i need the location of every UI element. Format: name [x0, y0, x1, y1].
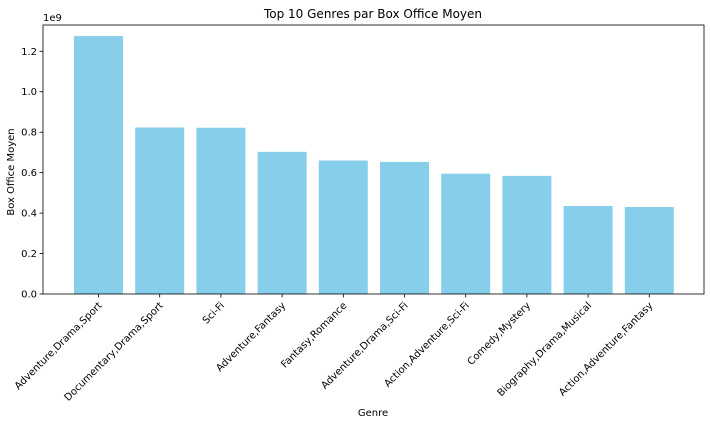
bar: [257, 151, 307, 294]
bar: [380, 161, 429, 294]
bar: [318, 160, 368, 294]
y-ticks-group: 0.0 0.2 0.4 0.6 0.8 1.0 1.2: [21, 47, 43, 301]
bar: [74, 36, 123, 295]
chart-title: Top 10 Genres par Box Office Moyen: [263, 7, 482, 21]
x-axis-label: Genre: [358, 408, 388, 419]
bar: [135, 127, 185, 294]
y-offset-text: 1e9: [43, 13, 62, 24]
x-tick-label: Adventure,Fantasy: [214, 300, 288, 374]
y-tick-label: 1.2: [21, 47, 37, 58]
x-tick-label: Fantasy,Romance: [279, 300, 349, 370]
x-tick-label: Documentary,Drama,Sport: [63, 300, 166, 403]
bar: [624, 207, 674, 294]
y-tick-label: 0.4: [21, 209, 37, 220]
bars-group: [74, 36, 674, 295]
bar: [502, 175, 552, 294]
y-tick-label: 0.0: [21, 290, 37, 301]
y-tick-label: 0.6: [21, 168, 37, 179]
y-tick-label: 1.0: [21, 87, 37, 98]
plot-frame: [42, 24, 705, 295]
y-tick-label: 0.2: [21, 249, 37, 260]
bar: [563, 206, 613, 294]
x-tick-label: Comedy,Mystery: [466, 300, 533, 367]
bar: [441, 173, 491, 294]
bar: [196, 127, 246, 294]
x-tick-label: Sci-Fi: [201, 300, 227, 326]
y-tick-label: 0.8: [21, 128, 37, 139]
x-ticks-group: Adventure,Drama,SportDocumentary,Drama,S…: [13, 294, 655, 404]
y-axis-label: Box Office Moyen: [6, 128, 17, 215]
